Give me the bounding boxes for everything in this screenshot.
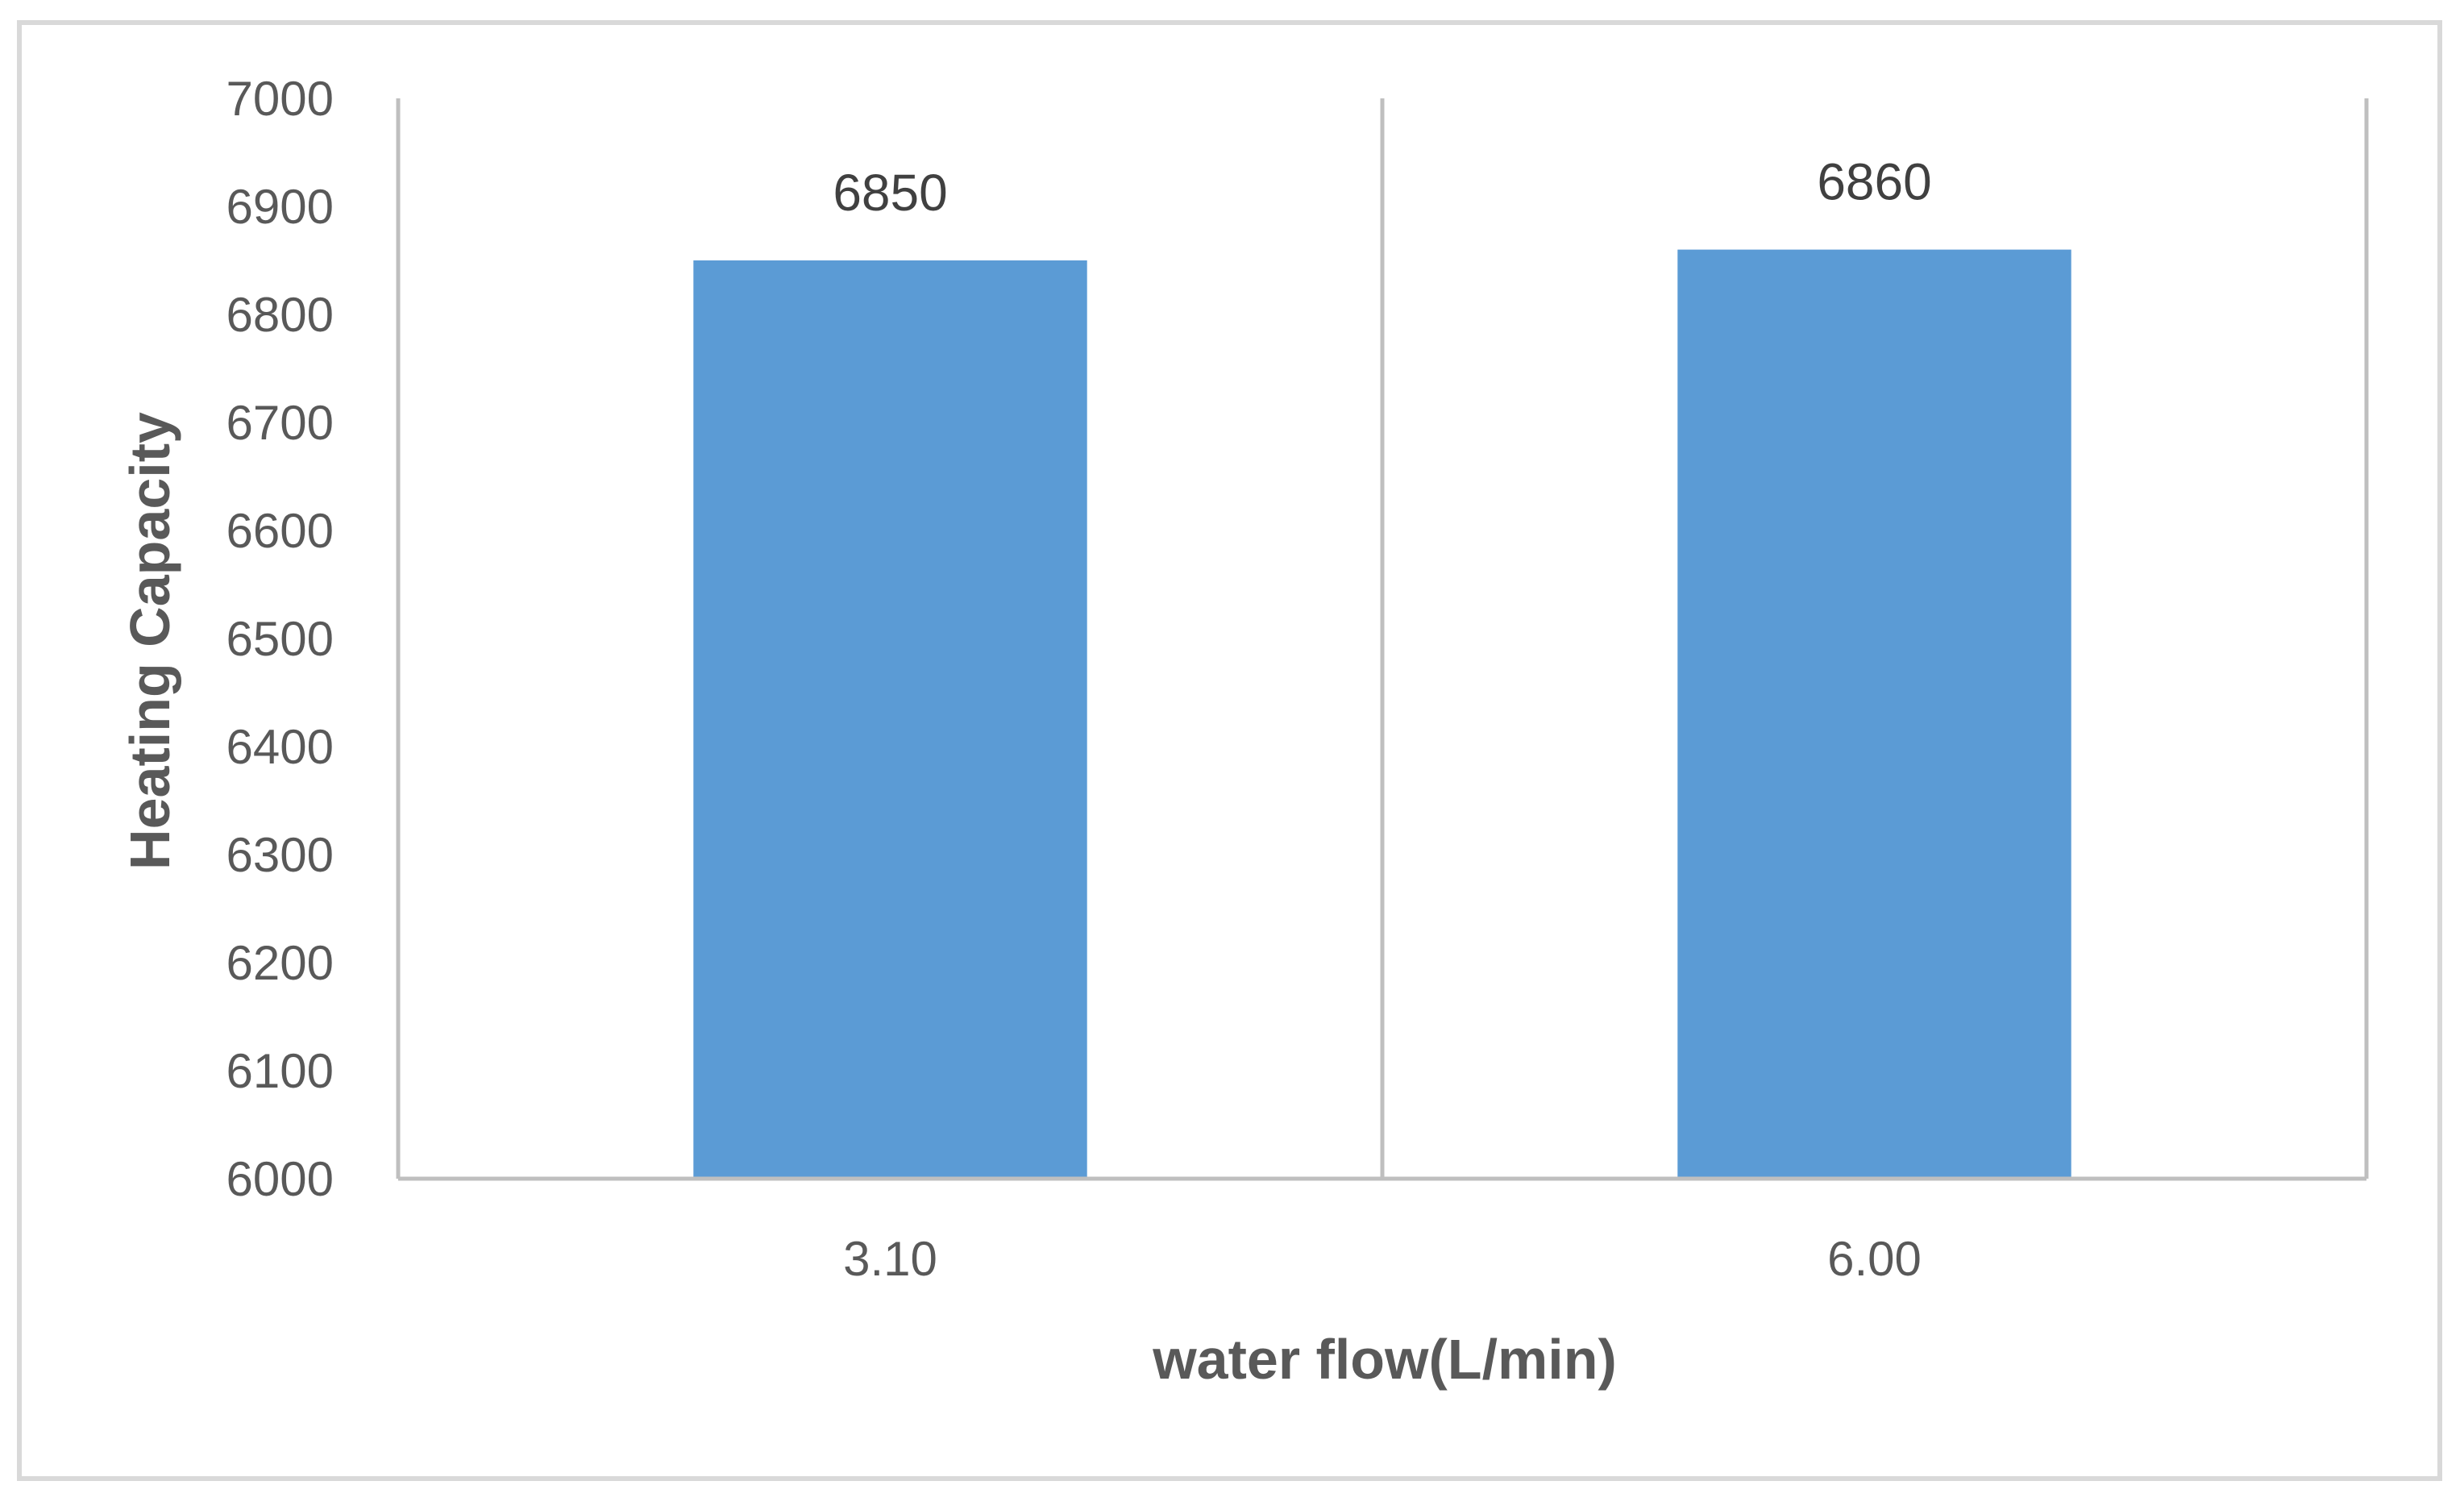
data-label-2: 6860 [1817,153,1931,211]
y-tick-label-6900: 6900 [226,180,334,234]
y-axis-title: Heating Capacity [118,412,181,870]
bar-1 [693,260,1087,1179]
bar-2 [1677,249,2071,1179]
bar-series [693,249,2071,1179]
y-tick-label-6400: 6400 [226,720,334,774]
y-tick-label-6200: 6200 [226,936,334,990]
y-tick-label-6100: 6100 [226,1044,334,1098]
x-tick-label-1: 3.10 [843,1232,937,1286]
x-axis-title: water flow(L/min) [1152,1328,1617,1391]
chart-border [17,20,2442,1481]
y-tick-label-6300: 6300 [226,828,334,882]
y-tick-label-6700: 6700 [226,396,334,450]
y-tick-label-7000: 7000 [226,72,334,126]
y-tick-label-6000: 6000 [226,1152,334,1206]
y-tick-label-6600: 6600 [226,504,334,558]
y-tick-label-6800: 6800 [226,288,334,342]
x-tick-label-2: 6.00 [1827,1232,1922,1286]
labels: 6850 3.10 6860 6.00 6000 6100 6200 6300 6400 6500… [226,72,1932,1286]
data-label-1: 6850 [833,164,947,222]
category-gridlines [396,98,2369,1179]
y-tick-label-6500: 6500 [226,612,334,666]
